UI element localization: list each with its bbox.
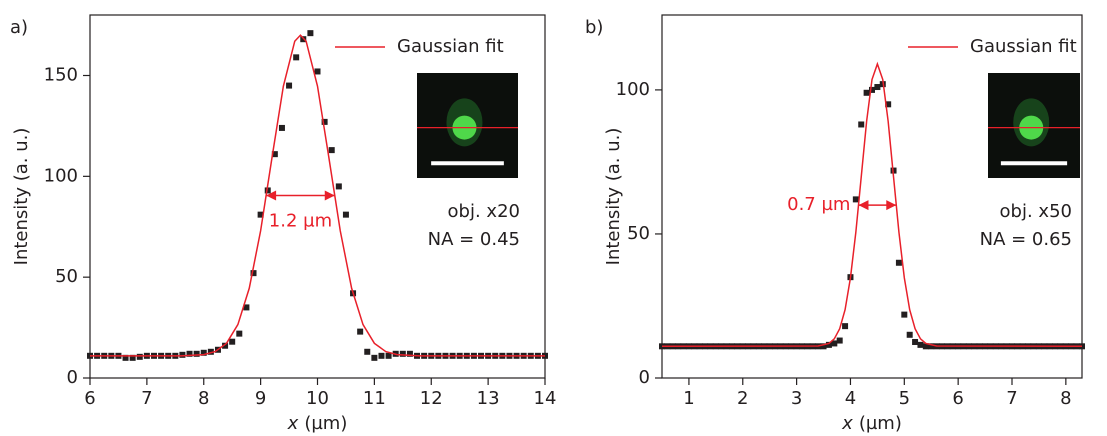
data-point [399, 350, 406, 357]
x-tick-label: 5 [899, 388, 910, 409]
plot-frame [89, 14, 546, 379]
data-point [229, 338, 236, 345]
aperture-label: NA = 0.45 [428, 229, 520, 250]
data-point [236, 330, 243, 337]
data-point [222, 342, 229, 349]
data-point [243, 304, 250, 311]
legend-label: Gaussian fit [970, 36, 1077, 57]
data-point [895, 259, 902, 266]
data-point [335, 183, 342, 190]
y-tick-label: 0 [639, 367, 650, 388]
data-point [385, 352, 392, 359]
data-point [364, 348, 371, 355]
y-axis-label: Intensity (a. u.) [11, 128, 32, 266]
data-point [278, 124, 285, 131]
data-point [286, 82, 293, 89]
data-point [186, 350, 193, 357]
data-point [193, 350, 200, 357]
aperture-label: NA = 0.65 [980, 229, 1072, 250]
x-tick-label: 2 [737, 388, 748, 409]
data-point [342, 211, 349, 218]
x-tick-label: 10 [306, 388, 329, 409]
y-tick-label: 50 [627, 223, 650, 244]
x-tick-label: 9 [255, 388, 266, 409]
fit-line [90, 34, 545, 357]
panel-label: a) [10, 17, 28, 38]
x-tick-label: 4 [845, 388, 856, 409]
data-point [321, 118, 328, 125]
data-point [831, 340, 838, 347]
data-point [378, 352, 385, 359]
data-point [328, 147, 335, 154]
data-point [820, 343, 827, 350]
y-tick-label: 100 [616, 79, 650, 100]
x-tick-label: 11 [363, 388, 386, 409]
x-axis-label: x (µm) [287, 413, 348, 434]
x-tick-label: 6 [952, 388, 963, 409]
x-tick-label: 3 [791, 388, 802, 409]
x-tick-label: 13 [477, 388, 500, 409]
data-point [257, 211, 264, 218]
x-axis-unit: (µm) [859, 413, 902, 434]
data-point [136, 353, 143, 360]
data-point [314, 68, 321, 75]
data-point [912, 338, 919, 345]
data-point [852, 196, 859, 203]
data-point [869, 86, 875, 93]
data-point [842, 323, 849, 330]
data-point [264, 187, 271, 194]
data-point [207, 348, 214, 355]
data-point [836, 337, 843, 344]
y-tick-label: 0 [67, 367, 78, 388]
data-point [357, 328, 364, 335]
y-axis-label: Intensity (a. u.) [603, 128, 624, 266]
data-point [906, 331, 913, 338]
data-point [293, 54, 300, 61]
data-point [307, 30, 314, 37]
x-tick-label: 6 [84, 388, 95, 409]
data-point [122, 354, 129, 361]
x-tick-label: 1 [683, 388, 694, 409]
fwhm-arrowhead [858, 200, 897, 211]
data-point [179, 351, 186, 358]
data-point [874, 84, 881, 91]
data-point [271, 151, 278, 158]
fwhm-label: 0.7 µm [787, 194, 850, 215]
fit-line [661, 61, 1083, 348]
y-tick-label: 150 [44, 65, 78, 86]
x-tick-label: 8 [198, 388, 209, 409]
x-tick-label: 14 [534, 388, 557, 409]
x-tick-label: 12 [420, 388, 443, 409]
y-tick-label: 50 [55, 266, 78, 287]
data-point [129, 354, 136, 361]
fwhm-label: 1.2 µm [269, 210, 332, 231]
data-point [928, 343, 935, 350]
y-tick-label: 100 [44, 165, 78, 186]
x-tick-label: 8 [1060, 388, 1071, 409]
data-point [406, 350, 413, 357]
data-point [250, 270, 257, 277]
data-point [825, 341, 832, 348]
plot-frame [661, 14, 1083, 379]
objective-label: obj. x20 [448, 201, 520, 222]
x-axis-symbol: x [841, 413, 853, 434]
data-point [922, 343, 929, 350]
x-axis-symbol: x [287, 413, 299, 434]
x-axis-label: x (µm) [841, 413, 902, 434]
data-point [371, 354, 378, 361]
x-tick-label: 7 [1006, 388, 1017, 409]
data-point [863, 89, 870, 96]
objective-label: obj. x50 [1000, 201, 1072, 222]
data-point [200, 349, 207, 356]
data-point [885, 101, 892, 108]
data-point [917, 341, 924, 348]
legend-label: Gaussian fit [397, 36, 504, 57]
data-point [858, 121, 865, 128]
x-axis-unit: (µm) [304, 413, 347, 434]
data-point [901, 311, 908, 318]
x-tick-label: 7 [141, 388, 152, 409]
panel-label: b) [585, 17, 603, 38]
